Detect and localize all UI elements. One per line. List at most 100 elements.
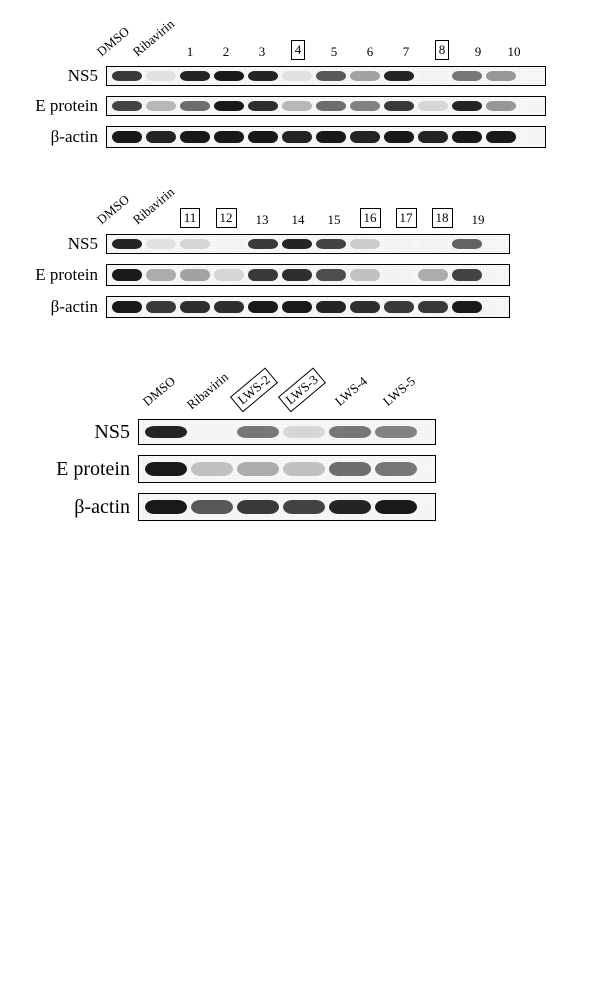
blot-row: E protein bbox=[10, 96, 584, 116]
band bbox=[112, 301, 142, 313]
lane-label: LWS-3 bbox=[277, 367, 327, 413]
band bbox=[214, 101, 244, 111]
lane-label: LWS-2 bbox=[229, 367, 279, 413]
blot-row: NS5 bbox=[10, 234, 584, 254]
band bbox=[180, 301, 210, 313]
band bbox=[282, 131, 312, 143]
lane-label: 10 bbox=[496, 44, 532, 60]
band bbox=[282, 269, 312, 281]
lane-label: 16 bbox=[352, 208, 388, 228]
panel-b: DMSORibavirin111213141516171819NS5E prot… bbox=[10, 188, 584, 318]
band bbox=[384, 101, 414, 111]
band bbox=[146, 101, 176, 111]
band bbox=[418, 269, 448, 281]
band bbox=[384, 131, 414, 143]
lane-label: 7 bbox=[388, 44, 424, 60]
band bbox=[112, 71, 142, 81]
band bbox=[384, 301, 414, 313]
band bbox=[384, 239, 414, 249]
band bbox=[146, 71, 176, 81]
band bbox=[214, 71, 244, 81]
row-label: β-actin bbox=[10, 496, 138, 519]
band bbox=[191, 462, 233, 476]
band bbox=[146, 131, 176, 143]
row-label: E protein bbox=[10, 96, 106, 116]
lane-label: 14 bbox=[280, 212, 316, 228]
band bbox=[375, 426, 417, 438]
band bbox=[237, 500, 279, 514]
lane-label: 4 bbox=[280, 40, 316, 60]
band bbox=[282, 301, 312, 313]
blot-row: NS5 bbox=[10, 66, 584, 86]
lane-label: Ribavirin bbox=[184, 370, 231, 413]
band bbox=[452, 131, 482, 143]
band bbox=[316, 269, 346, 281]
band bbox=[384, 71, 414, 81]
band bbox=[282, 71, 312, 81]
blot-membrane bbox=[138, 493, 436, 521]
band bbox=[316, 301, 346, 313]
blot-membrane bbox=[106, 296, 510, 318]
blot-membrane bbox=[106, 96, 546, 116]
lane-label: 5 bbox=[316, 44, 352, 60]
band bbox=[452, 301, 482, 313]
band bbox=[214, 301, 244, 313]
band bbox=[283, 426, 325, 438]
band bbox=[350, 269, 380, 281]
boxed-lane-label: 16 bbox=[360, 208, 381, 228]
band bbox=[418, 239, 448, 249]
lane-label: LWS-4 bbox=[328, 370, 375, 413]
lane-header: DMSORibavirin111213141516171819 bbox=[100, 188, 584, 228]
blot-row: E protein bbox=[10, 455, 584, 483]
lane-label: 8 bbox=[424, 40, 460, 60]
blot-membrane bbox=[138, 455, 436, 483]
band bbox=[452, 269, 482, 281]
boxed-lane-label: 11 bbox=[180, 208, 201, 228]
blot-membrane bbox=[138, 419, 436, 445]
blot-membrane bbox=[106, 66, 546, 86]
band bbox=[146, 269, 176, 281]
blot-membrane bbox=[106, 234, 510, 254]
boxed-lane-label: 4 bbox=[291, 40, 306, 60]
band bbox=[191, 426, 233, 438]
lane-label: 3 bbox=[244, 44, 280, 60]
band bbox=[248, 71, 278, 81]
panel-c: DMSORibavirinLWS-2LWS-3LWS-4LWS-5NS5 E pr… bbox=[10, 358, 584, 521]
lane-label: 12 bbox=[208, 208, 244, 228]
band bbox=[418, 101, 448, 111]
lane-label: 15 bbox=[316, 212, 352, 228]
band bbox=[112, 269, 142, 281]
blot-membrane bbox=[106, 264, 510, 286]
row-label: β-actin bbox=[10, 297, 106, 317]
band bbox=[316, 131, 346, 143]
row-label: β-actin bbox=[10, 127, 106, 147]
band bbox=[191, 500, 233, 514]
band bbox=[112, 239, 142, 249]
band bbox=[214, 131, 244, 143]
band bbox=[282, 239, 312, 249]
band bbox=[145, 462, 187, 476]
band bbox=[180, 101, 210, 111]
blot-membrane bbox=[106, 126, 546, 148]
lane-label: 11 bbox=[172, 208, 208, 228]
row-label: NS5 bbox=[10, 421, 138, 444]
lane-label: DMSO bbox=[136, 370, 183, 413]
row-label: E protein bbox=[10, 458, 138, 481]
lane-label: 19 bbox=[460, 212, 496, 228]
band bbox=[329, 426, 371, 438]
band bbox=[248, 301, 278, 313]
band bbox=[316, 101, 346, 111]
band bbox=[180, 239, 210, 249]
lane-label: 2 bbox=[208, 44, 244, 60]
band bbox=[146, 239, 176, 249]
band bbox=[375, 462, 417, 476]
band bbox=[237, 426, 279, 438]
band bbox=[350, 101, 380, 111]
band bbox=[350, 131, 380, 143]
band bbox=[180, 71, 210, 81]
band bbox=[452, 239, 482, 249]
band bbox=[180, 131, 210, 143]
figure-root: DMSORibavirin12345678910NS5E proteinβ-ac… bbox=[10, 20, 584, 521]
band bbox=[112, 131, 142, 143]
lane-header: DMSORibavirinLWS-2LWS-3LWS-4LWS-5 bbox=[138, 358, 584, 413]
